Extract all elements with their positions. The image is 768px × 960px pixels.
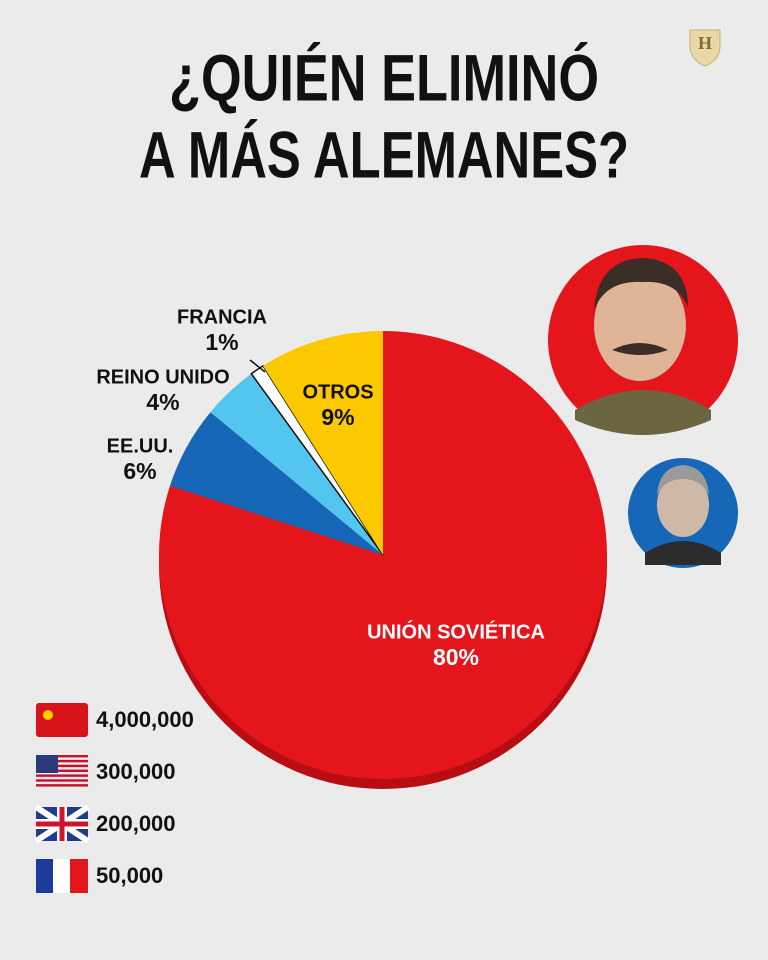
leader-line — [249, 359, 266, 373]
slice-label: OTROS — [302, 381, 373, 403]
legend-count: 4,000,000 — [96, 707, 194, 732]
pie-slice — [169, 412, 383, 555]
logo: H — [689, 29, 721, 67]
slice-label: FRANCIA — [177, 306, 267, 328]
chart-title: A MÁS ALEMANES? — [139, 117, 629, 191]
slice-value-label: 9% — [321, 404, 354, 430]
flag-canton — [36, 755, 58, 773]
slice-value-label: 4% — [146, 389, 179, 415]
flag-cross-red — [36, 807, 88, 841]
flag-stripe — [36, 769, 88, 772]
flag-stripe — [36, 774, 88, 777]
svg-text:H: H — [698, 33, 712, 53]
legend-flag — [36, 755, 88, 787]
legend-count: 300,000 — [96, 759, 176, 784]
flag-stripe — [36, 779, 88, 782]
flag-fr-red — [70, 859, 88, 893]
flag-ussr — [36, 703, 88, 737]
legend-flag — [36, 859, 88, 893]
legend: 4,000,000 300,000 200,000 50,000 — [34, 703, 194, 893]
portrait-roosevelt — [628, 458, 738, 568]
slice-value-label: 80% — [433, 644, 479, 670]
slice-label: EE.UU. — [107, 435, 174, 457]
flag-stripe — [36, 755, 88, 758]
slice-label: REINO UNIDO — [96, 366, 229, 388]
flag-fr-blue — [36, 859, 54, 893]
pie-slice — [250, 364, 384, 556]
legend-count: 200,000 — [96, 811, 176, 836]
flag-stripe — [36, 784, 88, 787]
slice-label: UNIÓN SOVIÉTICA — [367, 619, 545, 643]
pie-slice — [262, 331, 383, 555]
legend-flag — [36, 703, 88, 737]
legend-count: 50,000 — [96, 863, 163, 888]
flag-stripe — [36, 759, 88, 763]
flag-emblem — [43, 710, 53, 720]
slice-value-label: 6% — [123, 458, 156, 484]
portrait-stalin — [548, 245, 738, 435]
legend-flag — [34, 804, 90, 844]
chart-title: ¿QUIÉN ELIMINÓ — [169, 40, 599, 114]
slice-value-label: 1% — [205, 329, 238, 355]
flag-fr-white — [53, 859, 71, 893]
flag-stripe — [36, 764, 88, 768]
pie-slice — [210, 373, 383, 555]
